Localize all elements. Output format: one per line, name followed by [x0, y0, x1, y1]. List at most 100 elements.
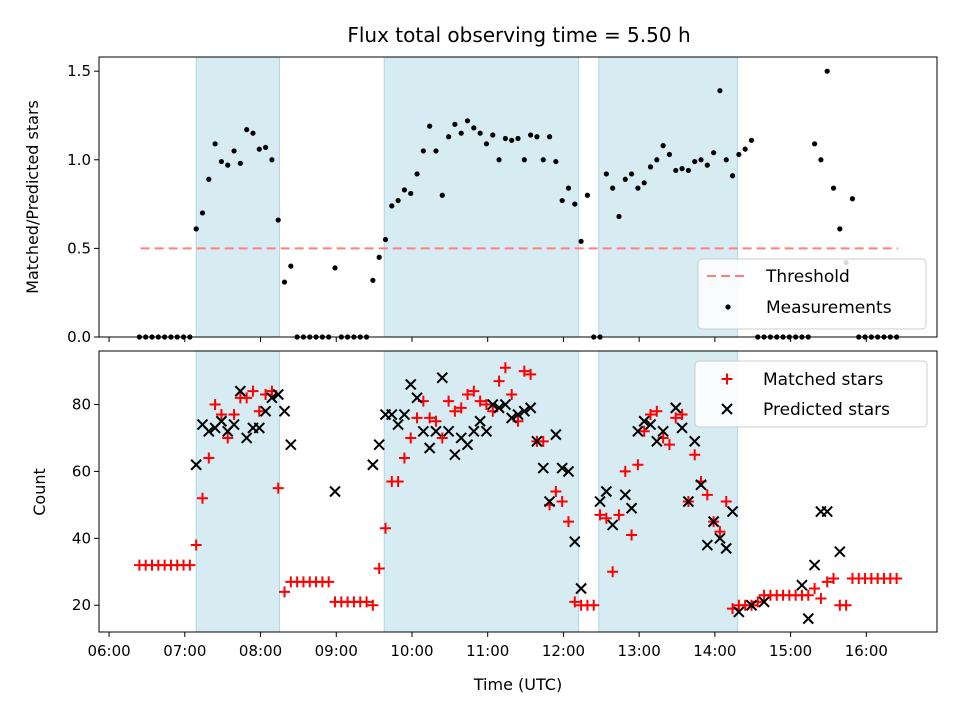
predicted-point: [367, 459, 379, 471]
predicted-point: [398, 408, 411, 421]
measurement-point: [666, 151, 673, 158]
measurement-point: [206, 176, 212, 182]
measurement-point: [528, 132, 534, 138]
chart-title: Flux total observing time = 5.50 h: [347, 23, 690, 47]
predicted-point: [461, 438, 474, 451]
matched-point: [506, 388, 518, 400]
predicted-point: [676, 422, 688, 434]
predicted-point: [600, 485, 613, 498]
matched-point: [525, 368, 537, 380]
bottom-x-tick-label: 15:00: [769, 642, 812, 660]
measurement-point: [692, 158, 698, 165]
matched-point: [815, 593, 827, 605]
predicted-point: [386, 408, 398, 421]
predicted-point: [518, 405, 531, 417]
matched-point: [228, 409, 240, 421]
predicted-point: [657, 425, 669, 437]
bottom-x-tick-label: 12:00: [542, 642, 585, 660]
matched-point: [468, 385, 480, 397]
matched-point: [392, 475, 404, 487]
measurement-point: [389, 203, 395, 209]
matched-point: [676, 409, 688, 421]
measurement-point: [433, 148, 439, 154]
measurement-point: [269, 157, 275, 163]
measurement-point: [660, 143, 666, 149]
measurement-point: [584, 192, 591, 198]
matched-point: [802, 589, 814, 601]
matched-point: [701, 489, 713, 501]
top-y-tick-label: 1.5: [67, 62, 91, 80]
top-x-ticks: [108, 337, 867, 342]
predicted-point: [468, 425, 480, 437]
measurement-point: [414, 171, 420, 177]
predicted-point: [537, 462, 549, 474]
predicted-point: [190, 459, 202, 471]
measurement-point: [748, 137, 755, 143]
matched-point: [443, 395, 455, 407]
measurement-point: [534, 134, 540, 140]
matched-point: [430, 415, 442, 427]
top-y-tick-label: 0.0: [67, 328, 91, 346]
predicted-point: [449, 448, 461, 461]
matched-point: [411, 412, 423, 424]
predicted-point: [543, 495, 556, 508]
measurement-point: [622, 176, 628, 182]
measurement-point: [572, 201, 578, 207]
predicted-point: [625, 502, 638, 514]
matched-point: [196, 492, 208, 504]
matched-point: [840, 599, 852, 611]
predicted-point: [550, 428, 562, 441]
measurement-point: [830, 185, 837, 191]
measurement-point: [515, 135, 521, 142]
predicted-point: [594, 495, 606, 508]
matched-point: [499, 362, 511, 374]
matched-point: [670, 412, 682, 424]
predicted-point: [266, 392, 278, 404]
measurement-point: [408, 190, 414, 197]
predicted-point: [272, 388, 284, 401]
measurement-point: [729, 173, 736, 179]
matched-point: [569, 596, 581, 608]
matched-point: [247, 385, 259, 397]
measurement-point: [679, 166, 685, 172]
predicted-point: [733, 606, 745, 618]
ratio-panel: 0.0 0.5 1.0 1.5 Matched/Predicted stars Thr…: [23, 56, 938, 346]
measurement-point: [546, 134, 553, 140]
predicted-point: [480, 425, 493, 437]
matched-point: [651, 405, 663, 417]
predicted-point: [796, 579, 808, 591]
predicted-point: [531, 435, 543, 448]
measurement-point: [237, 160, 243, 166]
matched-point: [279, 586, 291, 598]
matched-point: [190, 539, 202, 551]
predicted-point: [651, 435, 663, 448]
predicted-point: [329, 485, 341, 498]
measurement-point: [837, 226, 843, 232]
measurement-point: [244, 127, 250, 133]
measurement-point: [199, 210, 206, 216]
measurement-point: [275, 217, 281, 223]
bottom-legend-box: [694, 360, 928, 428]
measurement-point: [445, 134, 452, 140]
measurement-point: [824, 68, 830, 74]
measurement-point: [502, 135, 508, 142]
legend-matched-swatch: [721, 373, 733, 385]
measurement-point: [635, 185, 641, 191]
predicted-point: [632, 425, 644, 437]
measurement-point: [616, 213, 622, 220]
predicted-point: [228, 418, 240, 431]
matched-point: [184, 559, 196, 571]
measurement-point: [698, 157, 704, 163]
predicted-point: [808, 559, 821, 571]
predicted-point: [474, 415, 486, 427]
predicted-point: [392, 418, 404, 431]
top-y-axis: 0.0 0.5 1.0 1.5: [67, 62, 99, 346]
measurement-point: [401, 187, 408, 193]
bottom-y-tick-label: 80: [72, 396, 91, 414]
matched-point: [241, 392, 253, 404]
bottom-x-tick-label: 14:00: [693, 642, 736, 660]
matched-point: [272, 482, 284, 494]
matched-point: [455, 402, 467, 414]
predicted-point: [644, 418, 657, 431]
